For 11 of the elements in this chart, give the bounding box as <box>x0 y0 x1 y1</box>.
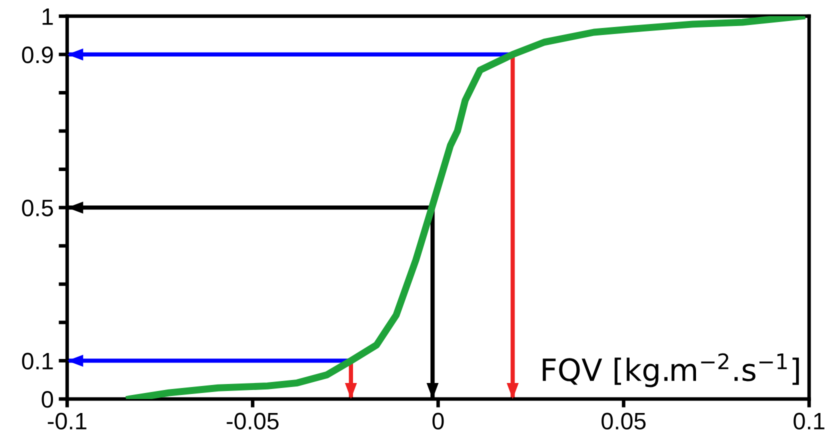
y-tick-label: 0.1 <box>22 352 53 370</box>
x-axis-title: FQV [kg.m$^{−2}$.s$^{−1}$] <box>542 353 799 388</box>
x-tick-label: 0.05 <box>602 412 646 430</box>
y-tick-label: 0.5 <box>22 200 53 216</box>
x-tick-label: 0.1 <box>794 412 824 430</box>
y-tick-label: 1 <box>42 8 53 25</box>
x-tick-label: -0.1 <box>48 412 86 430</box>
y-tick-label: 0 <box>42 391 54 408</box>
x-tick-label: -0.05 <box>226 412 279 430</box>
x-tick-label: 0 <box>432 412 444 430</box>
y-tick-label: 0.9 <box>22 46 53 64</box>
